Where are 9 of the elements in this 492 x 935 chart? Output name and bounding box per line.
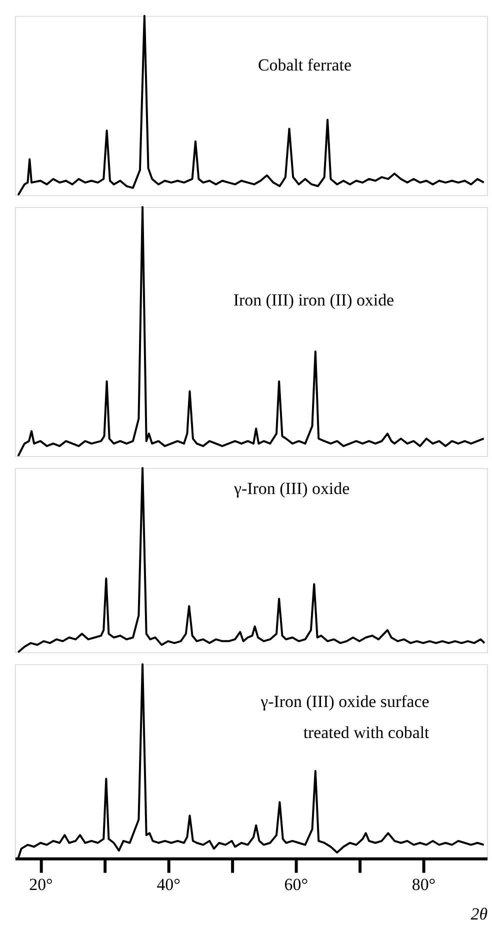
x-tick-label: 80°: [412, 874, 436, 894]
text: γ-Iron (III) oxide: [233, 478, 350, 498]
text: Iron (III) iron (II) oxide: [233, 290, 394, 310]
x-tick-label: 40°: [156, 874, 180, 894]
x-tick-label: 60°: [284, 874, 308, 894]
x-axis-title: 2θ: [470, 904, 488, 924]
x-tick-label: 20°: [29, 874, 53, 894]
text: Cobalt ferrate: [258, 56, 352, 75]
text: γ-Iron (III) oxide surface treated with cobalt: [260, 692, 430, 742]
